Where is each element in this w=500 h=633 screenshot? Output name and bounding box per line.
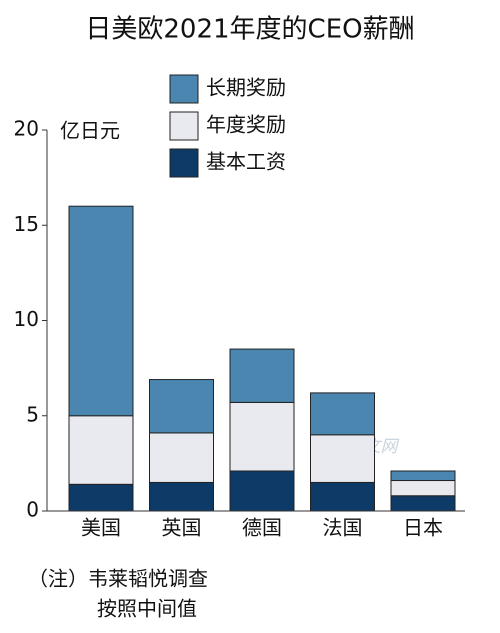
- bar-segment: [149, 481, 214, 512]
- note: （注）韦莱韬悦调查: [28, 567, 208, 591]
- bar-segment: [68, 415, 134, 485]
- bar-segment: [310, 392, 375, 436]
- y-tick-label: 5: [26, 402, 39, 426]
- x-tick-label: 美国: [81, 516, 121, 540]
- bar-segment: [390, 470, 456, 482]
- bar-segment: [310, 481, 375, 512]
- y-tick-label: 0: [26, 498, 39, 522]
- y-tick-label: 10: [14, 307, 39, 331]
- x-tick-label: 英国: [162, 516, 202, 540]
- legend-swatch: [169, 148, 199, 178]
- x-tick-label: 日本: [403, 516, 443, 540]
- bar-segment: [229, 401, 295, 472]
- chart-title: 日美欧2021年度的CEO薪酬: [85, 15, 414, 45]
- bar-segment: [229, 470, 295, 512]
- bar-segment: [229, 348, 295, 403]
- x-tick-label: 法国: [323, 516, 363, 540]
- legend-swatch: [169, 111, 199, 141]
- bar-segment: [390, 480, 456, 497]
- bar-segment: [310, 434, 375, 483]
- x-tick-label: 德国: [242, 516, 282, 540]
- bar-segment: [149, 379, 214, 434]
- legend-swatch: [169, 74, 199, 104]
- y-tick-label: 15: [14, 212, 39, 236]
- note: 按照中间值: [97, 597, 197, 621]
- bar-segment: [68, 205, 134, 417]
- y-axis-label: 亿日元: [60, 119, 120, 143]
- y-tick-label: 20: [14, 117, 39, 141]
- legend-label: 年度奖励: [206, 113, 286, 137]
- bar-segment: [68, 483, 134, 512]
- bar-segment: [149, 432, 214, 483]
- legend-label: 长期奖励: [206, 76, 286, 100]
- legend-label: 基本工资: [206, 150, 286, 174]
- bar-segment: [390, 495, 456, 512]
